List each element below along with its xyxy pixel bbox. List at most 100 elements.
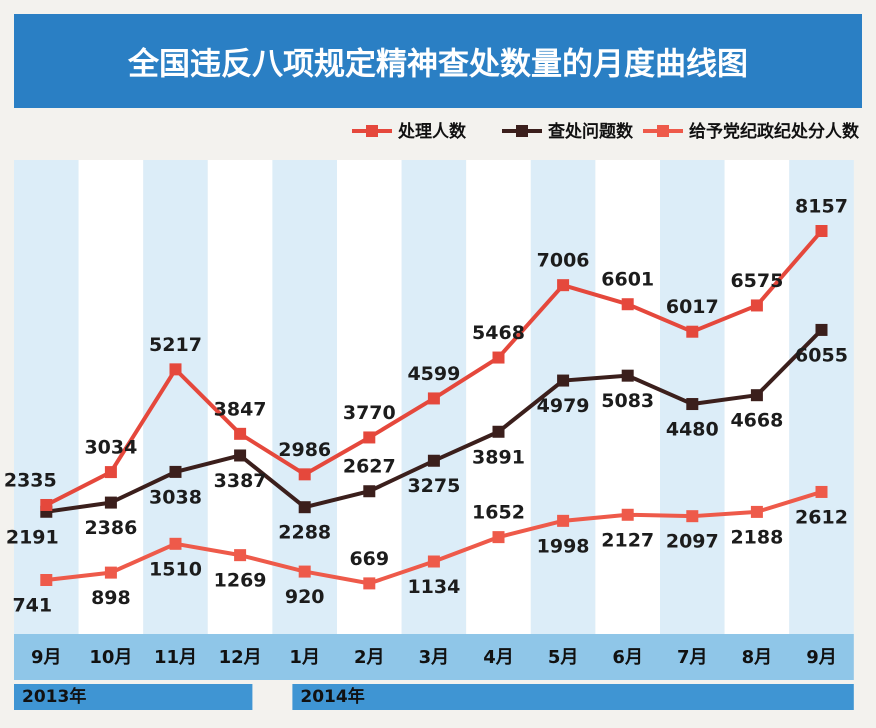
data-point [298,565,311,578]
data-label: 669 [349,548,389,570]
data-point [427,392,440,405]
data-point [492,531,505,544]
data-label: 2986 [278,439,331,461]
data-label: 741 [12,595,52,617]
column-band [337,160,402,634]
data-label: 1269 [214,570,267,592]
data-label: 6575 [730,270,783,292]
data-label: 3770 [343,402,396,424]
data-point [686,398,699,411]
column-band [595,160,660,634]
data-point [750,505,763,518]
data-label: 8157 [795,196,848,218]
year-bar: 2013年 2014年 [14,684,854,710]
data-point [621,298,634,311]
x-tick-label: 4月 [483,647,514,668]
series-3: 741 898 1510 1269 920 669 1134 1652 1998 2127 2097… [12,485,848,617]
title-bar [14,14,862,108]
x-tick-label: 9月 [31,647,62,668]
data-label: 3275 [407,475,460,497]
data-point [427,454,440,467]
data-label: 7006 [537,250,590,272]
data-point [104,496,117,509]
x-tick-label: 10月 [89,647,132,668]
data-label: 4668 [730,410,783,432]
year-label: 2014年 [300,686,364,707]
data-point [40,574,53,586]
legend-marker [516,125,528,137]
x-tick-label: 1月 [289,647,320,668]
x-tick-label: 8月 [742,647,773,668]
legend-label: 查处问题数 [547,121,634,142]
data-label: 5217 [149,334,202,356]
x-tick-label: 12月 [219,647,262,668]
data-label: 3387 [214,470,267,492]
data-point [234,549,247,562]
data-label: 2612 [795,506,848,528]
data-label: 2191 [6,526,59,548]
data-point [686,325,699,338]
data-label: 1652 [472,502,525,524]
data-point [686,510,699,523]
data-point [104,566,117,579]
data-label: 2188 [730,526,783,548]
column-band [272,160,337,634]
x-tick-label: 3月 [419,647,450,668]
x-tick-label: 11月 [154,647,197,668]
series-1: 2335 3034 5217 3847 2986 3770 4599 5468 7006 6601… [4,196,848,511]
legend-label: 处理人数 [397,121,467,142]
legend-marker [366,125,378,137]
data-label: 2288 [278,522,331,544]
year-label: 2013年 [22,686,86,707]
data-label: 2386 [84,517,137,539]
data-label: 1134 [407,576,460,598]
data-label: 3847 [214,398,267,420]
data-point [40,498,53,511]
data-point [492,425,505,438]
data-label: 6055 [795,344,848,366]
data-point [815,485,828,498]
column-band [789,160,854,634]
data-label: 2335 [4,469,57,491]
data-label: 2097 [666,531,719,553]
data-label: 920 [285,586,325,608]
data-point [363,431,376,444]
x-axis-bar [14,634,854,680]
data-label: 3891 [472,446,525,468]
series-layer: 741 898 1510 1269 920 669 1134 1652 1998 2127 2097… [4,196,848,617]
data-point [750,299,763,312]
column-band [466,160,531,634]
data-point [234,449,247,462]
data-point [298,501,311,514]
data-point [169,465,182,478]
data-label: 5083 [601,390,654,412]
x-tick-label: 2月 [354,647,385,668]
legend: 处理人数 查处问题数 给予党纪政纪处分人数 [352,121,860,142]
data-point [169,537,182,550]
data-point [492,351,505,364]
x-axis: 9月 10月 11月 12月 1月 2月 3月 4月 5月 6月 7月 8月 9月 [14,634,854,680]
column-band [78,160,144,634]
legend-marker [657,125,669,137]
chart-title: 全国违反八项规定精神查处数量的月度曲线图 [127,47,748,83]
data-label: 4480 [666,419,719,441]
x-tick-label: 9月 [806,647,837,668]
x-tick-label: 7月 [677,647,708,668]
data-label: 898 [91,587,131,609]
data-label: 2627 [343,456,396,478]
x-tick-label: 5月 [548,647,579,668]
data-point [750,389,763,402]
series-2: 2191 2386 3038 3387 2288 2627 3275 3891 4979 5083… [6,323,848,548]
data-point [234,427,247,440]
year-band [14,684,253,710]
data-point [557,514,570,527]
column-band [14,160,79,634]
data-point [815,225,828,237]
data-label: 1998 [537,535,590,557]
data-point [363,485,376,498]
data-point [557,279,570,292]
data-point [169,363,182,376]
legend-label: 给予党纪政纪处分人数 [689,121,860,142]
data-label: 3038 [149,486,202,508]
